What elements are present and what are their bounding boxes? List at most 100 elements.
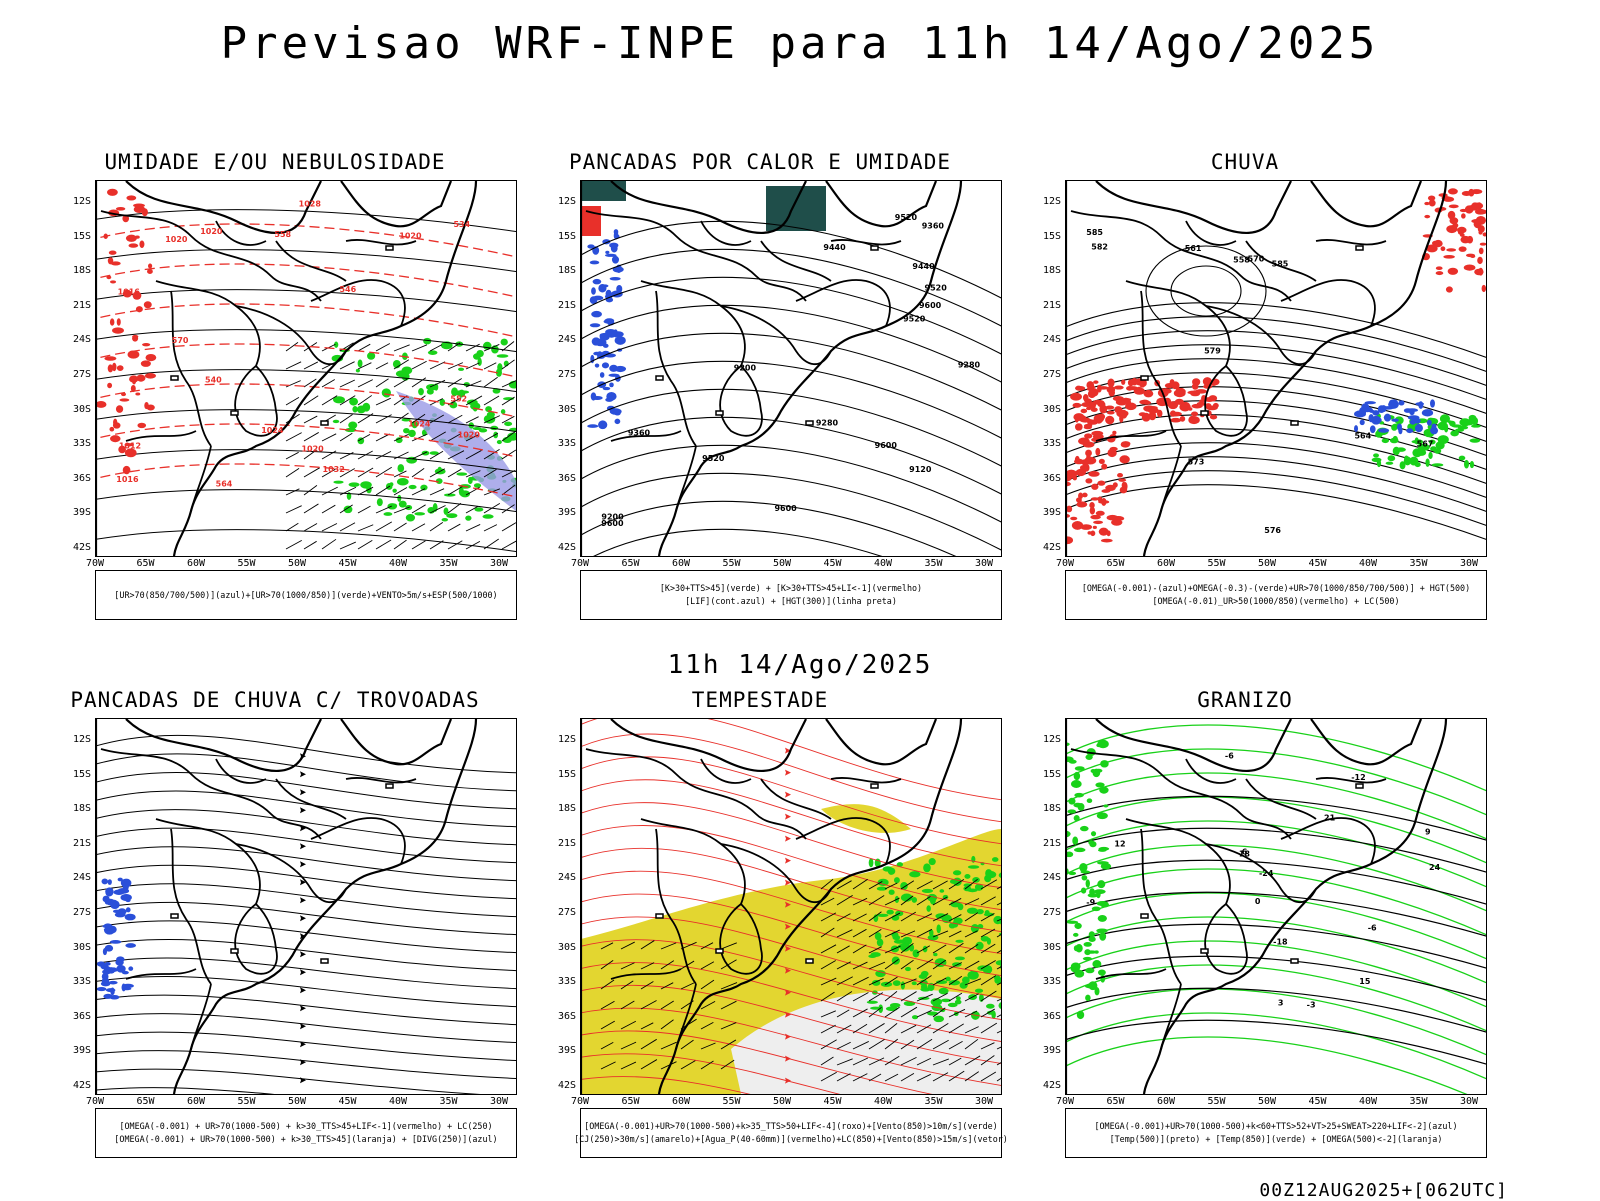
flow-arrow: [300, 915, 306, 921]
wind-vector: [286, 468, 299, 477]
divergence-blue: [106, 889, 113, 896]
longitude-label: 45W: [813, 1096, 853, 1107]
rain-area-green: [1386, 462, 1394, 465]
contour-label: 552: [450, 394, 467, 403]
rain-area-red: [1122, 482, 1126, 489]
lake-outline: [321, 421, 328, 425]
flow-arrow: [300, 807, 306, 813]
temp-850-green: [1075, 766, 1085, 771]
humid-area-green: [497, 440, 502, 444]
wind-vector: [340, 523, 355, 531]
legend-line: [CJ(250)>30m/s](amarelo)+[Agua_P(40-60mm…: [574, 1133, 1008, 1146]
temp-850-green: [1097, 880, 1105, 888]
humid-area-red: [141, 360, 151, 367]
temp-850-green: [1068, 798, 1075, 805]
flow-arrow: [300, 843, 306, 849]
political-border: [276, 779, 346, 819]
contour-label: 3: [1278, 999, 1284, 1008]
wind-area-green: [919, 974, 927, 979]
rain-area-red: [1113, 482, 1118, 487]
wind-vector: [412, 361, 427, 369]
contour-label: 585: [1086, 228, 1103, 237]
wind-vector: [340, 433, 352, 441]
contour-label: 573: [1188, 457, 1205, 466]
lif-contour-blue: [591, 287, 596, 294]
lif-contour-blue: [610, 277, 621, 280]
wind-vector: [484, 377, 498, 387]
lif-contour-blue: [591, 311, 602, 318]
contour-label: 558: [274, 230, 291, 239]
wind-area-green: [960, 982, 968, 989]
latitude-label: 21S: [540, 838, 576, 849]
contour-label: 540: [205, 375, 222, 384]
rain-area-red: [1085, 478, 1092, 483]
temp-850-green: [1074, 923, 1081, 929]
humid-area-red: [137, 423, 146, 428]
wind-vector: [358, 344, 370, 351]
rain-area-green: [1448, 420, 1452, 423]
wind-vector: [322, 487, 338, 495]
divergence-blue: [102, 878, 109, 884]
rain-area-green: [1432, 463, 1444, 466]
isoline: [581, 305, 1001, 387]
legend-box: [UR>70(850/700/500)](azul)+[UR>70(1000/8…: [95, 570, 517, 620]
flow-arrow: [300, 969, 306, 975]
legend-line: [OMEGA(-0.001)-(azul)+OMEGA(-0.3)-(verde…: [1082, 582, 1470, 595]
longitude-label: 55W: [1197, 1096, 1237, 1107]
lif-contour-blue: [611, 244, 618, 252]
rain-area-red: [1446, 248, 1456, 251]
divergence-blue: [121, 879, 132, 888]
longitude-label: 70W: [560, 1096, 600, 1107]
humid-area-red: [116, 405, 123, 413]
humid-area-red: [148, 264, 152, 269]
humid-area-red: [106, 275, 111, 279]
wind-vector: [376, 344, 390, 351]
wind-vector: [340, 542, 356, 549]
rain-area-red: [1471, 219, 1482, 223]
wind-vector: [376, 467, 392, 477]
rain-area-red: [1482, 285, 1486, 292]
contour-label: 9280: [958, 360, 981, 369]
lake-outline: [1141, 914, 1148, 918]
temp-850-green: [1073, 933, 1078, 937]
wind-area-green: [868, 955, 876, 958]
latitude-label: 36S: [540, 473, 576, 484]
rain-area-red: [1483, 232, 1486, 236]
latitude-label: 15S: [1025, 231, 1061, 242]
wind-area-green: [913, 949, 920, 957]
latitude-label: 21S: [540, 300, 576, 311]
rain-area-red: [1119, 455, 1129, 463]
longitude-label: 50W: [762, 1096, 802, 1107]
contour-label: 9440: [823, 243, 846, 252]
latitude-label: 24S: [55, 334, 91, 345]
humid-area-red: [108, 364, 113, 372]
isoline: [1066, 303, 1486, 361]
temp-850-green: [1075, 944, 1082, 952]
isoline: [1066, 773, 1486, 843]
wind-vector: [412, 468, 424, 477]
rain-area-red: [1117, 473, 1123, 477]
wind-area-green: [912, 981, 917, 985]
wind-vector: [340, 414, 353, 423]
humid-area-green: [482, 514, 493, 518]
wind-vector: [466, 417, 479, 423]
humid-area-red: [126, 235, 137, 242]
map-frame: [580, 718, 1002, 1095]
longitude-label: 30W: [964, 558, 1004, 569]
latitude-label: 27S: [55, 369, 91, 380]
wind-vector: [340, 380, 355, 387]
temp-850-green: [1091, 769, 1096, 773]
latitude-label: 39S: [1025, 507, 1061, 518]
temp-850-green: [1086, 879, 1090, 888]
isoline: [1066, 345, 1486, 403]
temp-850-green: [1068, 872, 1076, 875]
contour-label: 1016: [116, 475, 139, 484]
rain-area-red: [1139, 400, 1149, 405]
wind-area-green: [972, 877, 980, 883]
temp-850-green: [1074, 970, 1084, 978]
latitude-label: 27S: [55, 907, 91, 918]
rain-area-red: [1474, 269, 1483, 275]
flow-arrow: [300, 897, 306, 903]
lif-contour-blue: [605, 251, 609, 254]
